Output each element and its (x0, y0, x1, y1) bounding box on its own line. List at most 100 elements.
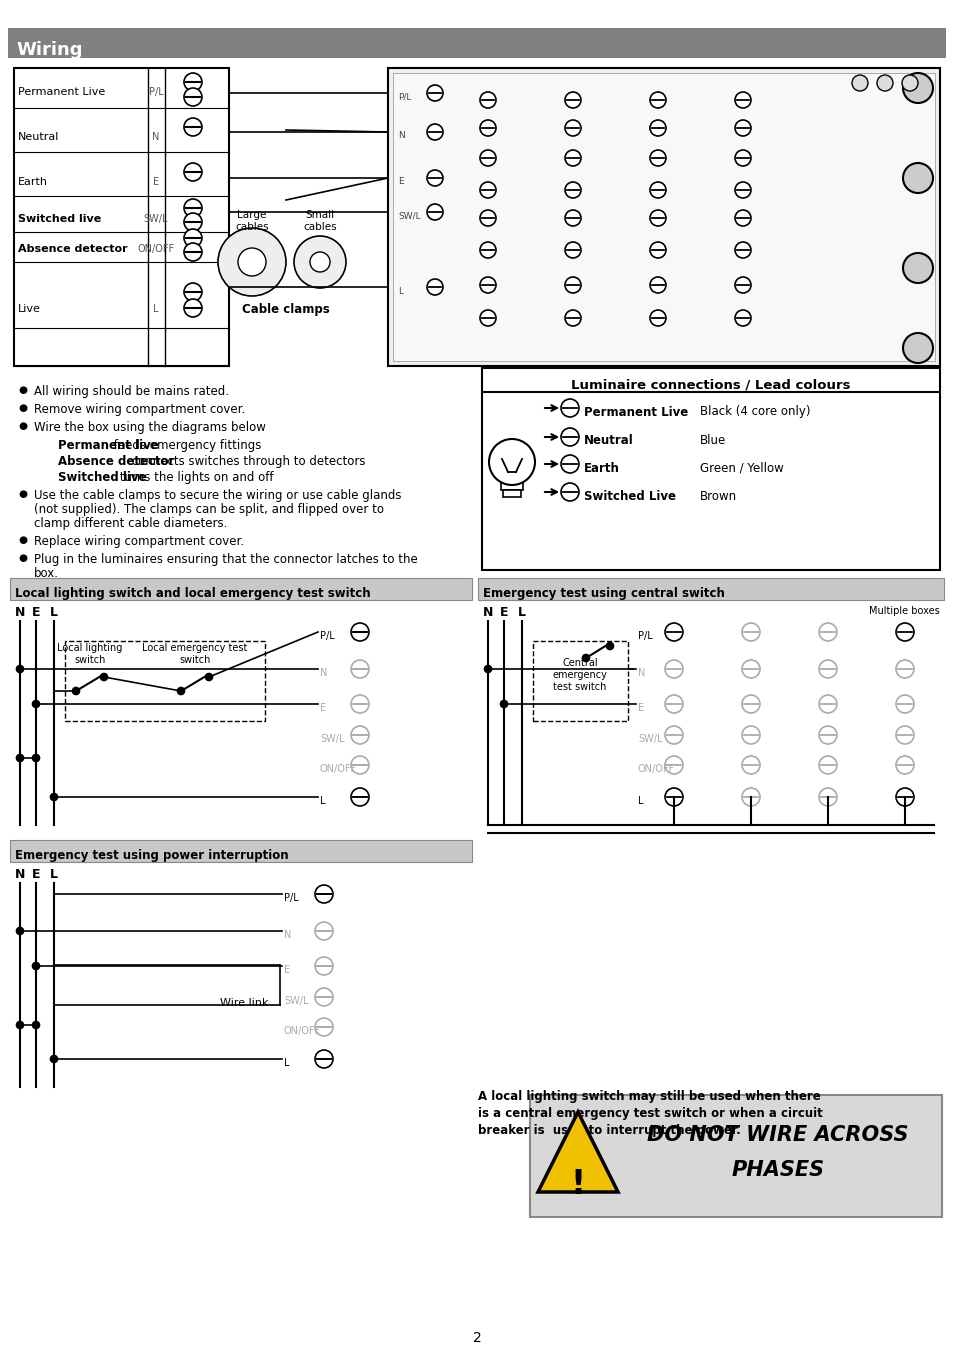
Bar (240, 250, 264, 272)
Circle shape (564, 310, 580, 326)
Text: N: N (319, 668, 327, 679)
Bar (309, 252, 327, 270)
Text: L: L (50, 867, 58, 881)
Text: Emergency test using central switch: Emergency test using central switch (482, 588, 724, 600)
Circle shape (314, 1018, 333, 1036)
Circle shape (310, 252, 330, 272)
Circle shape (734, 210, 750, 227)
Text: P/L: P/L (284, 893, 298, 902)
Circle shape (184, 299, 202, 317)
Bar (65, 641, 265, 720)
Text: SW/L: SW/L (397, 212, 420, 220)
Circle shape (184, 213, 202, 231)
Bar (14, 67, 229, 366)
Circle shape (564, 241, 580, 258)
Text: Live: Live (18, 304, 41, 314)
Circle shape (314, 885, 333, 902)
Polygon shape (537, 1112, 618, 1193)
Text: Remove wiring compartment cover.: Remove wiring compartment cover. (34, 403, 245, 415)
Circle shape (184, 229, 202, 247)
Circle shape (184, 73, 202, 90)
Text: L: L (284, 1058, 289, 1068)
Text: Switched live: Switched live (18, 214, 101, 224)
Text: ●: ● (18, 384, 27, 395)
Circle shape (16, 928, 24, 935)
Text: E: E (499, 606, 508, 618)
Text: E: E (397, 178, 403, 186)
Circle shape (734, 92, 750, 108)
Circle shape (741, 788, 760, 805)
Bar (8, 28, 945, 58)
Text: N: N (152, 132, 159, 142)
Circle shape (177, 688, 184, 695)
Circle shape (184, 283, 202, 301)
Circle shape (32, 700, 39, 707)
Bar (502, 490, 520, 496)
Circle shape (351, 623, 369, 641)
Text: ON/OFF: ON/OFF (284, 1027, 321, 1036)
Circle shape (564, 277, 580, 293)
Circle shape (479, 150, 496, 166)
Circle shape (741, 623, 760, 641)
Circle shape (237, 248, 266, 277)
Circle shape (741, 660, 760, 679)
Circle shape (818, 660, 836, 679)
Text: (not supplied). The clamps can be split, and flipped over to: (not supplied). The clamps can be split,… (34, 503, 384, 517)
Text: Large
cables: Large cables (235, 210, 269, 232)
Circle shape (734, 310, 750, 326)
Text: breaker is  used to interrupt the power.: breaker is used to interrupt the power. (477, 1124, 740, 1137)
Circle shape (649, 120, 665, 136)
Circle shape (314, 921, 333, 940)
Text: E: E (31, 606, 40, 618)
Circle shape (649, 241, 665, 258)
Circle shape (741, 755, 760, 774)
Text: !: ! (570, 1167, 585, 1201)
Text: 2: 2 (472, 1331, 481, 1345)
Bar (481, 368, 939, 571)
Text: L: L (638, 796, 643, 805)
Circle shape (479, 277, 496, 293)
Text: Black (4 core only): Black (4 core only) (700, 406, 810, 418)
Circle shape (818, 623, 836, 641)
Circle shape (901, 76, 917, 90)
Text: N: N (397, 131, 404, 140)
Circle shape (51, 1055, 57, 1063)
Text: Plug in the luminaires ensuring that the connector latches to the: Plug in the luminaires ensuring that the… (34, 553, 417, 567)
Circle shape (500, 700, 507, 707)
Text: Cable clamps: Cable clamps (242, 304, 330, 316)
Text: Green / Yellow: Green / Yellow (700, 461, 783, 475)
Text: A local lighting switch may still be used when there: A local lighting switch may still be use… (477, 1090, 820, 1103)
Text: connects switches through to detectors: connects switches through to detectors (128, 455, 365, 468)
Circle shape (734, 277, 750, 293)
Circle shape (818, 726, 836, 745)
Text: box.: box. (34, 567, 59, 580)
Circle shape (649, 92, 665, 108)
Circle shape (184, 243, 202, 260)
Circle shape (818, 788, 836, 805)
Text: Brown: Brown (700, 490, 737, 502)
Circle shape (664, 726, 682, 745)
Text: Replace wiring compartment cover.: Replace wiring compartment cover. (34, 536, 244, 548)
Bar (533, 641, 627, 720)
Text: L: L (517, 606, 525, 618)
Circle shape (205, 673, 213, 680)
Text: ●: ● (18, 553, 27, 563)
Text: Local lighting switch and local emergency test switch: Local lighting switch and local emergenc… (15, 588, 370, 600)
Circle shape (649, 210, 665, 227)
Text: Switched Live: Switched Live (583, 490, 676, 502)
Text: Multiple boxes: Multiple boxes (868, 606, 939, 616)
Text: turns the lights on and off: turns the lights on and off (116, 471, 274, 484)
Circle shape (51, 793, 57, 800)
Circle shape (314, 987, 333, 1006)
Circle shape (895, 788, 913, 805)
Text: E: E (319, 703, 326, 714)
Circle shape (664, 623, 682, 641)
Text: SW/L: SW/L (284, 996, 308, 1006)
Text: L: L (319, 796, 325, 805)
Circle shape (876, 76, 892, 90)
Bar (10, 577, 472, 600)
Text: L: L (50, 606, 58, 618)
Circle shape (351, 726, 369, 745)
Text: Local emergency test
switch: Local emergency test switch (142, 643, 248, 665)
Text: Neutral: Neutral (18, 132, 59, 142)
